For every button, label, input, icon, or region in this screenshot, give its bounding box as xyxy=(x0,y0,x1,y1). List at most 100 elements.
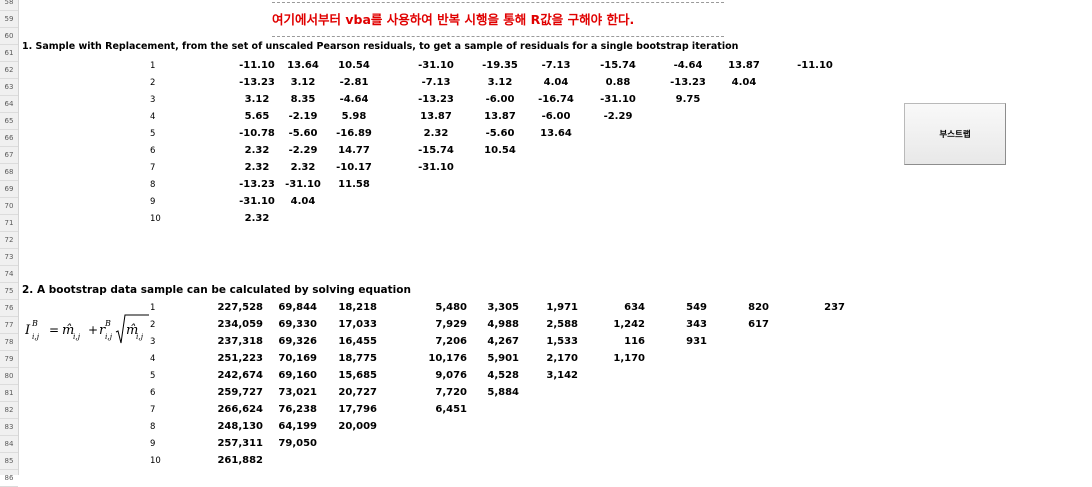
row-header[interactable]: 73 xyxy=(0,249,18,266)
residual-cell[interactable]: 4.04 xyxy=(731,77,757,88)
residual-cell[interactable]: -10.17 xyxy=(336,162,372,173)
bootstrap-value-cell[interactable]: 237 xyxy=(824,302,845,313)
residual-cell[interactable]: -16.74 xyxy=(538,94,574,105)
row-header[interactable]: 83 xyxy=(0,419,18,436)
bootstrap-value-cell[interactable]: 234,059 xyxy=(217,319,263,330)
row-header[interactable]: 70 xyxy=(0,198,18,215)
bootstrap-value-cell[interactable]: 4,988 xyxy=(487,319,519,330)
residual-cell[interactable]: 10.54 xyxy=(338,60,370,71)
bootstrap-value-cell[interactable]: 2,588 xyxy=(546,319,578,330)
bootstrap-value-cell[interactable]: 73,021 xyxy=(278,387,317,398)
row-header[interactable]: 62 xyxy=(0,62,18,79)
bootstrap-value-cell[interactable]: 820 xyxy=(748,302,769,313)
row-header[interactable]: 60 xyxy=(0,28,18,45)
residual-cell[interactable]: -10.78 xyxy=(239,128,275,139)
row-header[interactable]: 75 xyxy=(0,283,18,300)
residual-cell[interactable]: -31.10 xyxy=(239,196,275,207)
residual-cell[interactable]: -6.00 xyxy=(541,111,571,122)
bootstrap-value-cell[interactable]: 931 xyxy=(686,336,707,347)
residual-cell[interactable]: -13.23 xyxy=(418,94,454,105)
row-header[interactable]: 74 xyxy=(0,266,18,283)
bootstrap-value-cell[interactable]: 18,218 xyxy=(338,302,377,313)
residual-cell[interactable]: -7.13 xyxy=(541,60,571,71)
row-header[interactable]: 78 xyxy=(0,334,18,351)
residual-cell[interactable]: -4.64 xyxy=(339,94,369,105)
residual-cell[interactable]: 13.87 xyxy=(420,111,452,122)
residual-cell[interactable]: 4.04 xyxy=(290,196,316,207)
residual-cell[interactable]: 13.87 xyxy=(484,111,516,122)
bootstrap-value-cell[interactable]: 9,076 xyxy=(435,370,467,381)
bootstrap-value-cell[interactable]: 242,674 xyxy=(217,370,263,381)
residual-cell[interactable]: 3.12 xyxy=(487,77,513,88)
bootstrap-value-cell[interactable]: 17,033 xyxy=(338,319,377,330)
row-header[interactable]: 86 xyxy=(0,470,18,487)
bootstrap-value-cell[interactable]: 634 xyxy=(624,302,645,313)
row-header[interactable]: 72 xyxy=(0,232,18,249)
residual-cell[interactable]: -31.10 xyxy=(418,162,454,173)
row-header[interactable]: 84 xyxy=(0,436,18,453)
bootstrap-value-cell[interactable]: 259,727 xyxy=(217,387,263,398)
residual-cell[interactable]: -2.29 xyxy=(288,145,318,156)
residual-cell[interactable]: -13.23 xyxy=(239,179,275,190)
bootstrap-value-cell[interactable]: 248,130 xyxy=(217,421,263,432)
residual-cell[interactable]: 0.88 xyxy=(605,77,631,88)
residual-cell[interactable]: -16.89 xyxy=(336,128,372,139)
bootstrap-value-cell[interactable]: 1,170 xyxy=(613,353,645,364)
bootstrap-value-cell[interactable]: 6,451 xyxy=(435,404,467,415)
row-header[interactable]: 71 xyxy=(0,215,18,232)
residual-cell[interactable]: -7.13 xyxy=(421,77,451,88)
residual-cell[interactable]: -11.10 xyxy=(239,60,275,71)
residual-cell[interactable]: 9.75 xyxy=(675,94,701,105)
bootstrap-value-cell[interactable]: 257,311 xyxy=(217,438,263,449)
row-header[interactable]: 58 xyxy=(0,0,18,11)
bootstrap-value-cell[interactable]: 69,330 xyxy=(278,319,317,330)
row-header[interactable]: 81 xyxy=(0,385,18,402)
bootstrap-value-cell[interactable]: 15,685 xyxy=(338,370,377,381)
residual-cell[interactable]: 13.64 xyxy=(287,60,319,71)
residual-cell[interactable]: 2.32 xyxy=(244,145,270,156)
row-header[interactable]: 76 xyxy=(0,300,18,317)
residual-cell[interactable]: 2.32 xyxy=(423,128,449,139)
residual-cell[interactable]: -31.10 xyxy=(285,179,321,190)
residual-cell[interactable]: 8.35 xyxy=(290,94,316,105)
bootstrap-value-cell[interactable]: 116 xyxy=(624,336,645,347)
residual-cell[interactable]: -2.81 xyxy=(339,77,369,88)
row-header[interactable]: 64 xyxy=(0,96,18,113)
residual-cell[interactable]: 11.58 xyxy=(338,179,370,190)
bootstrap-value-cell[interactable]: 266,624 xyxy=(217,404,263,415)
row-header[interactable]: 65 xyxy=(0,113,18,130)
bootstrap-value-cell[interactable]: 16,455 xyxy=(338,336,377,347)
row-header[interactable]: 85 xyxy=(0,453,18,470)
bootstrap-value-cell[interactable]: 261,882 xyxy=(217,455,263,466)
bootstrap-value-cell[interactable]: 70,169 xyxy=(278,353,317,364)
residual-cell[interactable]: -2.19 xyxy=(288,111,318,122)
row-header[interactable]: 77 xyxy=(0,317,18,334)
bootstrap-value-cell[interactable]: 76,238 xyxy=(278,404,317,415)
row-header[interactable]: 66 xyxy=(0,130,18,147)
residual-cell[interactable]: -15.74 xyxy=(600,60,636,71)
bootstrap-value-cell[interactable]: 18,775 xyxy=(338,353,377,364)
bootstrap-value-cell[interactable]: 7,206 xyxy=(435,336,467,347)
residual-cell[interactable]: -31.10 xyxy=(418,60,454,71)
residual-cell[interactable]: -11.10 xyxy=(797,60,833,71)
bootstrap-value-cell[interactable]: 4,267 xyxy=(487,336,519,347)
residual-cell[interactable]: 2.32 xyxy=(244,162,270,173)
row-header[interactable]: 59 xyxy=(0,11,18,28)
bootstrap-value-cell[interactable]: 69,160 xyxy=(278,370,317,381)
residual-cell[interactable]: -2.29 xyxy=(603,111,633,122)
bootstrap-value-cell[interactable]: 10,176 xyxy=(428,353,467,364)
residual-cell[interactable]: -13.23 xyxy=(239,77,275,88)
bootstrap-value-cell[interactable]: 79,050 xyxy=(278,438,317,449)
bootstrap-value-cell[interactable]: 3,305 xyxy=(487,302,519,313)
residual-cell[interactable]: 2.32 xyxy=(290,162,316,173)
residual-cell[interactable]: 5.65 xyxy=(244,111,270,122)
residual-cell[interactable]: 5.98 xyxy=(341,111,367,122)
bootstrap-value-cell[interactable]: 1,971 xyxy=(546,302,578,313)
bootstrap-button[interactable]: 부스트랩 xyxy=(904,103,1006,165)
bootstrap-value-cell[interactable]: 7,720 xyxy=(435,387,467,398)
bootstrap-value-cell[interactable]: 1,242 xyxy=(613,319,645,330)
bootstrap-value-cell[interactable]: 251,223 xyxy=(217,353,263,364)
row-header[interactable]: 68 xyxy=(0,164,18,181)
bootstrap-value-cell[interactable]: 3,142 xyxy=(546,370,578,381)
bootstrap-value-cell[interactable]: 7,929 xyxy=(435,319,467,330)
